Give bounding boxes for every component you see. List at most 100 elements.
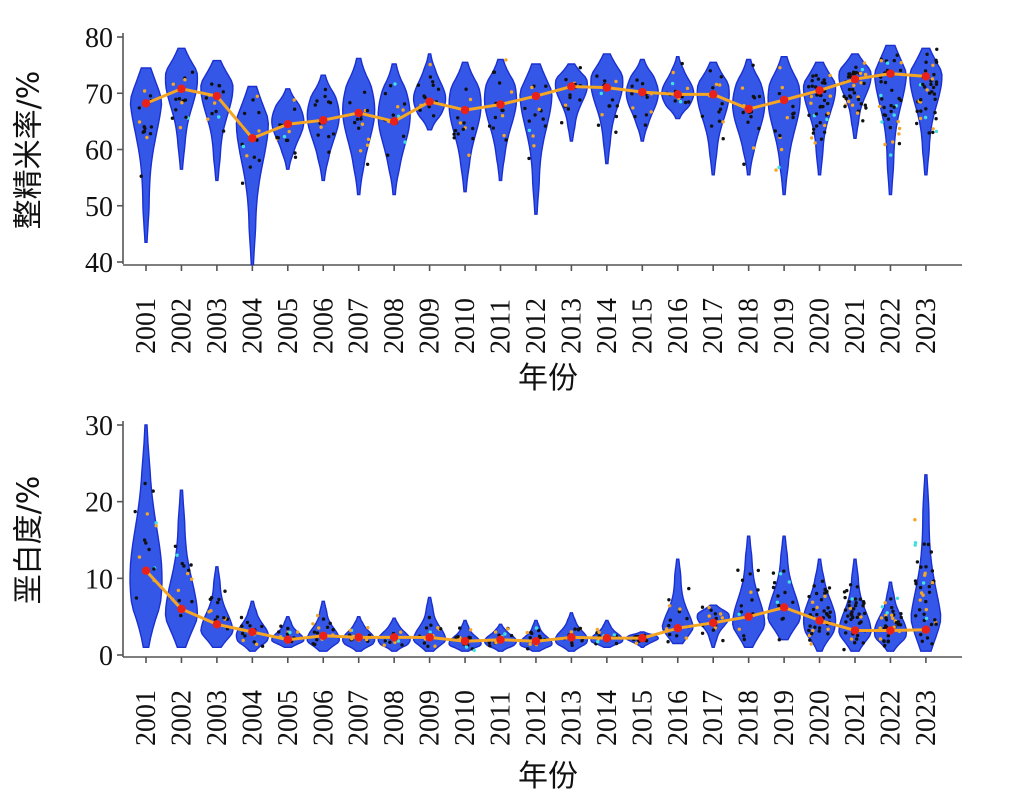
sample-point: [541, 117, 545, 121]
mean-point-2007: [354, 108, 363, 118]
sample-point: [852, 607, 856, 611]
sample-point: [456, 116, 460, 120]
sample-point: [864, 106, 868, 110]
sample-point: [285, 138, 290, 143]
sample-point: [348, 101, 352, 105]
sample-point: [527, 128, 532, 133]
sample-point: [895, 596, 900, 600]
sample-point: [828, 94, 832, 98]
sample-point: [852, 83, 856, 88]
x-tick-label-2004: 2004: [237, 298, 268, 354]
x-tick-label-2009: 2009: [415, 690, 446, 746]
sample-point: [241, 638, 245, 643]
sample-point: [861, 641, 865, 645]
x-tick-label-2014: 2014: [592, 298, 623, 354]
sample-point: [359, 117, 363, 121]
sample-point: [217, 83, 221, 88]
sample-point: [251, 98, 255, 102]
sample-point: [276, 136, 280, 140]
x-axis-label: 年份: [518, 361, 578, 396]
sample-point: [186, 571, 190, 576]
sample-point: [396, 105, 400, 109]
violin-2022: [873, 44, 908, 196]
sample-point: [825, 590, 829, 594]
sample-point: [436, 87, 441, 92]
x-tick-label-2020: 2020: [805, 298, 836, 354]
mean-point-2002: [177, 604, 186, 614]
sample-point: [400, 643, 404, 647]
sample-point: [578, 66, 582, 70]
mean-point-2016: [673, 623, 682, 633]
sample-point: [458, 626, 462, 630]
violin-2007: [341, 57, 376, 196]
sample-point: [862, 611, 867, 616]
sample-point: [564, 77, 568, 82]
sample-point: [240, 624, 244, 628]
sample-point: [922, 612, 926, 616]
sample-point: [811, 131, 816, 135]
sample-point: [855, 637, 859, 641]
sample-point: [814, 591, 819, 596]
sample-point: [890, 613, 894, 617]
sample-point: [635, 78, 639, 82]
violin-2001: [129, 67, 163, 244]
sample-point: [423, 95, 427, 100]
sample-point: [718, 83, 722, 87]
sample-point: [929, 82, 933, 87]
sample-point: [214, 109, 218, 114]
sample-point: [899, 61, 903, 65]
sample-point: [252, 640, 256, 644]
x-tick-label-2020: 2020: [805, 690, 836, 746]
sample-point: [358, 149, 363, 153]
sample-point: [750, 598, 754, 602]
sample-point: [915, 109, 919, 114]
sample-point: [854, 70, 858, 75]
sample-point: [823, 123, 827, 128]
x-tick-label-2015: 2015: [627, 690, 658, 746]
x-tick-label-2014: 2014: [592, 690, 623, 746]
sample-point: [847, 600, 851, 604]
sample-point: [210, 111, 214, 116]
mean-point-2009: [425, 633, 434, 642]
mean-point-2008: [389, 633, 399, 642]
sample-point: [357, 126, 361, 130]
sample-point: [472, 648, 476, 653]
sample-point: [814, 73, 818, 78]
sample-point: [147, 547, 151, 552]
sample-point: [323, 94, 327, 99]
sample-point: [183, 78, 187, 82]
sample-point: [879, 93, 883, 98]
sample-point: [842, 94, 846, 99]
sample-point: [634, 641, 639, 645]
violin-2006: [306, 74, 340, 182]
sample-point: [895, 53, 899, 57]
x-tick-label-2001: 2001: [131, 690, 162, 746]
sample-point: [668, 632, 672, 637]
sample-point: [886, 634, 890, 638]
sample-point: [365, 162, 370, 166]
sample-point: [749, 590, 753, 594]
sample-point: [424, 626, 429, 630]
sample-point: [143, 481, 147, 486]
sample-point: [668, 618, 672, 622]
violin-2020: [802, 558, 837, 652]
violin-2019: [767, 56, 801, 196]
sample-point: [751, 146, 756, 150]
sample-point: [718, 612, 723, 616]
sample-point: [612, 633, 616, 637]
sample-point: [883, 601, 887, 605]
violin-2023: [910, 474, 942, 652]
mean-point-2023: [921, 72, 931, 81]
sample-point: [396, 639, 401, 643]
sample-point: [714, 82, 719, 87]
sample-point: [296, 630, 300, 634]
sample-point: [684, 636, 688, 640]
sample-point: [670, 81, 675, 86]
sample-point: [154, 521, 158, 525]
sample-point: [849, 612, 853, 616]
sample-point: [825, 117, 829, 122]
sample-point: [925, 636, 930, 640]
sample-point: [292, 107, 297, 111]
sample-point: [331, 628, 335, 632]
sample-point: [885, 611, 889, 615]
